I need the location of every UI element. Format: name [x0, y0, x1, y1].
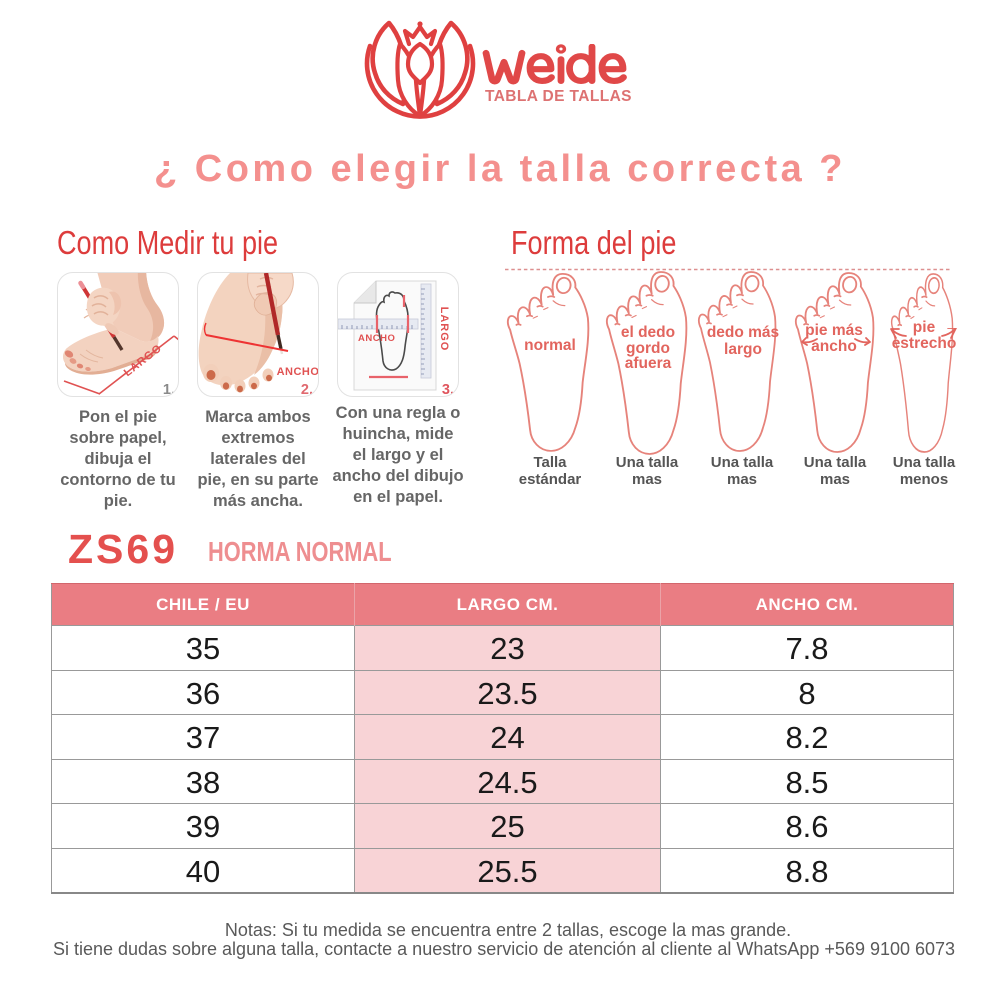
svg-text:1.: 1.	[163, 382, 175, 396]
svg-text:3.: 3.	[442, 382, 454, 396]
svg-text:2.: 2.	[301, 382, 313, 396]
svg-text:ANCHO: ANCHO	[277, 366, 318, 378]
svg-text:LARGO: LARGO	[438, 307, 450, 352]
svg-text:ANCHO: ANCHO	[358, 333, 395, 344]
